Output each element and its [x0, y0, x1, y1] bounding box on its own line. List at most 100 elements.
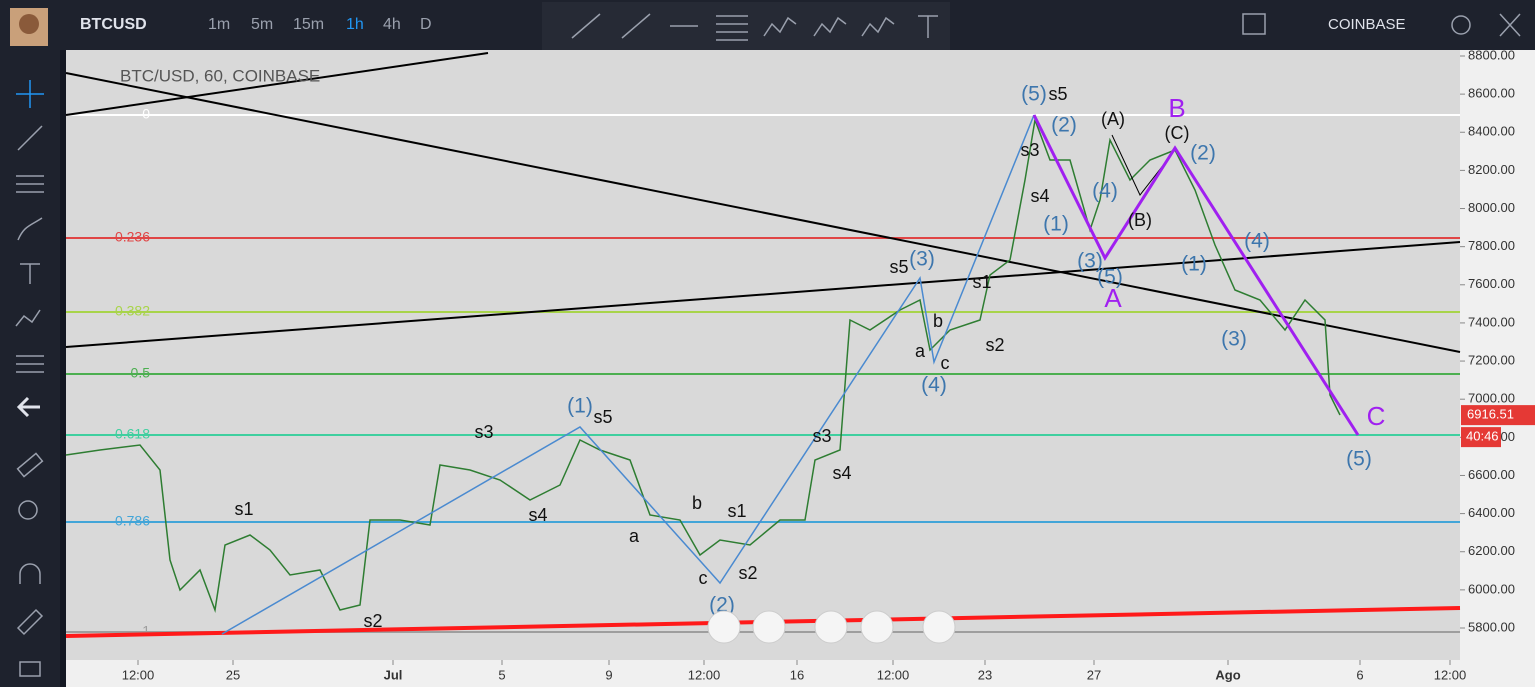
left-toolbar [0, 50, 60, 687]
tool-icon[interactable] [918, 15, 938, 38]
tool-icon[interactable] [861, 16, 895, 37]
wave-line [1032, 114, 1360, 436]
fullscreen-icon[interactable] [1499, 13, 1521, 37]
price-path [65, 117, 1341, 613]
interval[interactable]: 1h [346, 16, 364, 33]
interval[interactable]: D [420, 16, 432, 33]
price-label: 8000.00 [1468, 200, 1515, 215]
settings-icon[interactable] [1451, 15, 1471, 35]
wave-label: (4) [1092, 180, 1118, 203]
wave-line [221, 114, 1035, 635]
wave-label: s2 [738, 563, 757, 583]
back-icon[interactable] [16, 396, 40, 418]
last-price-tag [1461, 405, 1535, 426]
time-label: Jul [384, 667, 403, 682]
tool-icon[interactable] [16, 355, 44, 373]
wave-label: (3) [909, 248, 935, 271]
interval[interactable]: 5m [251, 16, 273, 33]
wave-label: s5 [889, 257, 908, 277]
price-label: 7600.00 [1468, 276, 1515, 291]
wave-label: (C) [1165, 123, 1190, 143]
time-label: Ago [1215, 667, 1240, 682]
interval[interactable]: 4h [383, 16, 401, 33]
trendline [65, 241, 1461, 348]
wave-label: c [941, 353, 950, 373]
time-ticks: 12:00 25 Jul 5 9 12:00 16 12:00 23 27 Ago 6 12:00 [122, 660, 1466, 682]
wave-label: s4 [1030, 186, 1049, 206]
symbol[interactable]: BTCUSD [80, 16, 147, 33]
wave-label: a [915, 341, 926, 361]
wave-label: (1) [1043, 213, 1069, 236]
countdown: 40:46 [1466, 429, 1499, 444]
wave-label: a [629, 526, 640, 546]
wave-label: s3 [474, 422, 493, 442]
price-label: 8400.00 [1468, 124, 1515, 139]
price-label: 8800.00 [1468, 47, 1515, 62]
price-label: 6600.00 [1468, 467, 1515, 482]
wave-label: s5 [593, 407, 612, 427]
wave-label: s1 [727, 501, 746, 521]
tool-icon[interactable] [716, 15, 748, 41]
time-label: 5 [498, 667, 505, 682]
tool-icon[interactable] [16, 80, 44, 108]
wave-label: (3) [1221, 328, 1247, 351]
tool-icon[interactable] [16, 175, 44, 193]
wave-label: s1 [234, 499, 253, 519]
tool-icon[interactable] [813, 16, 847, 37]
lock-icon[interactable] [19, 661, 41, 677]
time-label: 23 [978, 667, 992, 682]
zoom-out[interactable] [707, 610, 741, 644]
wave-label: (A) [1101, 109, 1125, 129]
reset[interactable] [922, 610, 956, 644]
time-label: 25 [226, 667, 240, 682]
tool-icon[interactable] [571, 13, 601, 39]
wave-label: s2 [363, 611, 382, 631]
wave-label: (2) [1190, 142, 1216, 165]
wave-label: s5 [1048, 84, 1067, 104]
trendline [65, 52, 489, 116]
drawing-tools [571, 13, 1521, 41]
ruler-icon[interactable] [16, 452, 44, 478]
fib-label: 0.618 [115, 426, 150, 442]
annotations: s1s2s3s4s5abcs1s2s3s4s5abcs1s2s3s4s5(A)(… [234, 83, 1385, 631]
avatar-face [19, 14, 39, 34]
fib-label: 0.382 [115, 303, 150, 319]
price-label: 6400.00 [1468, 505, 1515, 520]
wave-label: (1) [1181, 253, 1207, 276]
layout-icon[interactable] [1242, 13, 1266, 35]
price-label: 8200.00 [1468, 162, 1515, 177]
wave-label: (5) [1346, 448, 1372, 471]
magnet-icon[interactable] [19, 563, 41, 584]
wave-label: c [699, 568, 708, 588]
tool-icon[interactable] [15, 309, 41, 327]
tool-icon[interactable] [20, 263, 40, 284]
time-label: 9 [605, 667, 612, 682]
wave-label: A [1104, 283, 1122, 313]
countdown-tag [1461, 427, 1501, 448]
fib-label: 0.5 [131, 365, 151, 381]
tool-icon[interactable] [17, 217, 43, 241]
left-tools [15, 80, 44, 677]
chart-area [66, 50, 1460, 660]
time-label: 16 [790, 667, 804, 682]
scroll-left[interactable] [814, 610, 848, 644]
wave-label: s4 [528, 505, 547, 525]
zoom-in[interactable] [752, 610, 786, 644]
wave-label: s4 [832, 463, 851, 483]
interval[interactable]: 1m [208, 16, 230, 33]
interval[interactable]: 15m [293, 16, 324, 33]
lock-draw-icon[interactable] [16, 608, 44, 636]
scroll-right[interactable] [860, 610, 894, 644]
trendline [65, 72, 1461, 353]
wave-label: (3) [1077, 250, 1103, 273]
zoom-icon[interactable] [18, 500, 38, 520]
wave-label: (4) [1244, 230, 1270, 253]
tool-icon[interactable] [621, 13, 651, 39]
wave-label: b [933, 311, 943, 331]
exchange[interactable]: COINBASE [1328, 16, 1406, 33]
trendlines [65, 52, 1461, 353]
wave-label: (2) [709, 594, 735, 617]
tool-icon[interactable] [763, 16, 797, 37]
last-price: 6916.51 [1467, 407, 1514, 422]
tool-icon[interactable] [17, 125, 43, 151]
